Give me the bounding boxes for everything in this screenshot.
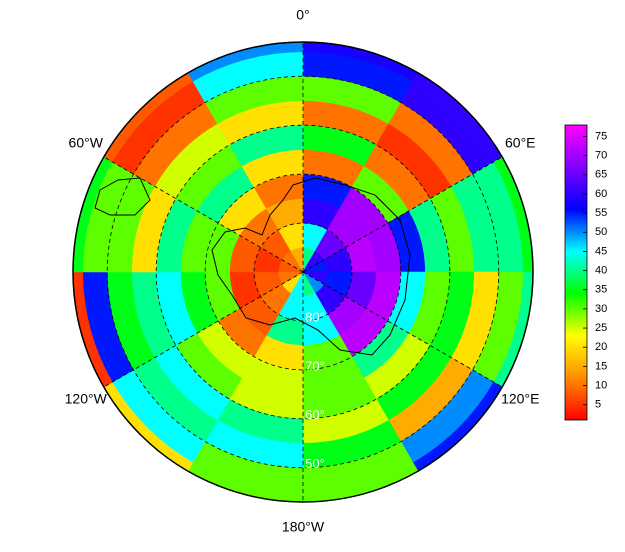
colorbar-tick-label: 30 xyxy=(595,303,607,315)
coastline xyxy=(211,177,411,356)
meridian-line xyxy=(302,156,503,273)
latitude-circle xyxy=(155,124,451,420)
longitude-label: 60°W xyxy=(69,135,104,151)
colorbar-tick-label: 5 xyxy=(595,399,601,411)
longitude-label: 120°W xyxy=(65,391,108,407)
colorbar xyxy=(564,124,588,421)
longitude-label: 120°E xyxy=(501,391,539,407)
colorbar-tick-label: 20 xyxy=(595,341,607,353)
coastline-south-america xyxy=(94,177,151,216)
colorbar-tick-label: 40 xyxy=(595,264,607,276)
colorbar-tick-label: 65 xyxy=(595,169,607,181)
latitude-label: 80° xyxy=(305,309,325,324)
overlay: 80° 70° 60° 50° xyxy=(103,42,503,502)
latitude-label: 50° xyxy=(305,456,325,471)
longitude-label: 0° xyxy=(296,7,309,23)
colorbar-tick-label: 15 xyxy=(595,360,607,372)
meridian-line xyxy=(103,271,304,388)
longitude-label: 180°W xyxy=(282,519,325,535)
colorbar-tick-label: 35 xyxy=(595,284,607,296)
latitude-label: 70° xyxy=(305,358,325,373)
latitude-circle xyxy=(106,75,500,469)
longitude-label: 60°E xyxy=(505,135,536,151)
colorbar-tick-label: 25 xyxy=(595,322,607,334)
map-border xyxy=(72,41,534,503)
colorbar-tick-label: 45 xyxy=(595,245,607,257)
latitude-circle xyxy=(204,173,402,371)
colorbar-tick-label: 55 xyxy=(595,207,607,219)
colorbar-tick-label: 10 xyxy=(595,379,607,391)
latitude-circle xyxy=(253,222,353,322)
colorbar-tick-label: 50 xyxy=(595,226,607,238)
colorbar-tick-label: 60 xyxy=(595,188,607,200)
colorbar-tick-label: 75 xyxy=(595,130,607,142)
colorbar-tick-label: 70 xyxy=(595,150,607,162)
latitude-label: 60° xyxy=(305,407,325,422)
meridian-line xyxy=(302,271,503,388)
grid-cells xyxy=(73,42,533,502)
meridian-line xyxy=(103,156,304,273)
